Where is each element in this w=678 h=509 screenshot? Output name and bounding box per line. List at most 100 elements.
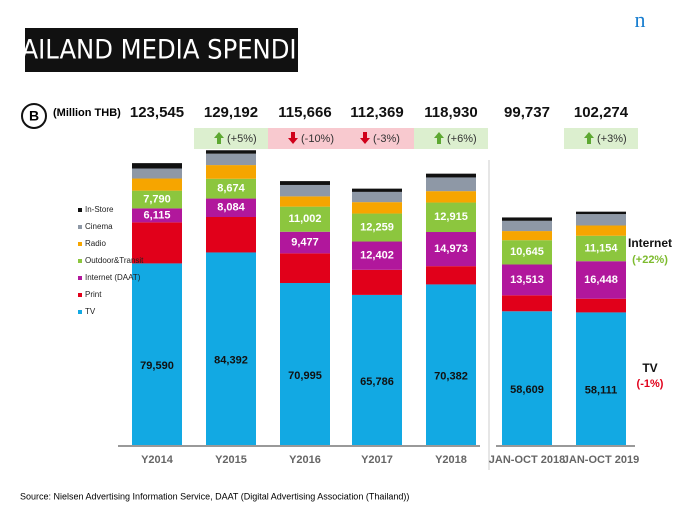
- chart-title: THAILAND MEDIA SPENDING: [0, 35, 334, 66]
- change-label: (-10%): [301, 133, 334, 145]
- total-label: 118,930: [424, 104, 477, 121]
- bar-segment: [132, 263, 182, 445]
- change-arrow: [214, 132, 224, 144]
- bar-segment: [280, 253, 330, 284]
- change-label: (+3%): [597, 133, 627, 145]
- bar-segment: [576, 312, 626, 445]
- bar-segment: [206, 150, 256, 154]
- value-label: 58,609: [510, 384, 544, 396]
- bar-segment: [280, 231, 330, 254]
- bar-segment: [502, 311, 552, 445]
- bar-segment: [280, 184, 330, 197]
- bar-segment: [576, 214, 626, 226]
- value-label: 11,154: [584, 242, 618, 254]
- legend-label: Internet (DAAT): [85, 273, 141, 282]
- x-tick-label: Y2016: [289, 454, 321, 466]
- bar-segment: [502, 295, 552, 312]
- bar-segment: [352, 188, 402, 192]
- x-tick-label: Y2015: [215, 454, 247, 466]
- change-arrow: [360, 132, 370, 144]
- legend-label: In-Store: [85, 205, 114, 214]
- total-label: 99,737: [504, 104, 550, 121]
- change-label: (+5%): [227, 133, 257, 145]
- change-badge: [340, 128, 414, 149]
- legend-swatch: [78, 310, 82, 314]
- value-label: 12,915: [434, 211, 468, 223]
- value-label: 8,674: [217, 183, 245, 195]
- source: Source: Nielsen Advertising Information …: [20, 491, 409, 501]
- value-label: 58,111: [585, 385, 617, 397]
- x-tick-label: JAN-OCT 2018: [489, 454, 565, 466]
- total-label: 115,666: [278, 104, 331, 121]
- value-label: 6,115: [144, 209, 171, 221]
- bar-segment: [426, 173, 476, 178]
- x-tick-label: JAN-OCT 2019: [563, 454, 639, 466]
- annotation: TV: [642, 361, 657, 375]
- legend-swatch: [78, 259, 82, 263]
- bar-segment: [426, 232, 476, 267]
- bar-segment: [280, 206, 330, 232]
- bar-segment: [132, 178, 182, 191]
- change-arrow: [584, 132, 594, 144]
- value-label: 13,513: [510, 274, 544, 286]
- change-arrow: [434, 132, 444, 144]
- total-label: 129,192: [204, 104, 258, 121]
- value-label: 7,790: [143, 193, 171, 205]
- total-label: 112,369: [350, 104, 403, 121]
- change-badge: [414, 128, 488, 149]
- legend-swatch: [78, 276, 82, 280]
- unit-label: (Million THB): [53, 107, 121, 119]
- bar-segment: [206, 217, 256, 253]
- bar-segment: [206, 165, 256, 179]
- value-label: 16,448: [584, 274, 618, 286]
- value-label: 84,392: [214, 355, 248, 367]
- legend-swatch: [78, 293, 82, 297]
- bar-segment: [280, 181, 330, 185]
- bar-segment: [576, 235, 626, 262]
- value-label: 14,973: [434, 243, 468, 255]
- value-label: 10,645: [510, 246, 544, 258]
- badge-circle: [21, 103, 47, 129]
- bar-segment: [576, 298, 626, 313]
- bar-segment: [426, 202, 476, 233]
- value-label: 79,590: [140, 360, 174, 372]
- value-label: 12,259: [360, 221, 394, 233]
- bar-segment: [352, 241, 402, 270]
- bar-segment: [576, 211, 626, 215]
- change-label: (-3%): [373, 133, 400, 145]
- legend-swatch: [78, 242, 82, 246]
- legend-swatch: [78, 225, 82, 229]
- bar-segment: [502, 231, 552, 241]
- value-label: 8,084: [217, 202, 245, 214]
- value-label: 12,402: [360, 250, 394, 262]
- value-label: 65,786: [360, 376, 394, 388]
- change-label: (+6%): [447, 133, 477, 145]
- bar-segment: [206, 198, 256, 218]
- change-badge: [194, 128, 268, 149]
- legend-label: TV: [85, 307, 96, 316]
- bar-segment: [206, 252, 256, 445]
- bar-segment: [206, 153, 256, 166]
- bar-segment: [502, 217, 552, 221]
- bar-segment: [426, 266, 476, 285]
- x-tick-label: Y2014: [141, 454, 174, 466]
- change-badge: [564, 128, 638, 149]
- bar-segment: [502, 220, 552, 232]
- bar-segment: [280, 196, 330, 207]
- bar-segment: [502, 240, 552, 265]
- legend-label: Cinema: [85, 222, 113, 231]
- total-label: 102,274: [574, 104, 629, 121]
- value-label: 70,995: [288, 370, 322, 382]
- change-arrow: [288, 132, 298, 144]
- bar-segment: [502, 264, 552, 296]
- title-bg: [25, 28, 298, 72]
- bar-segment: [206, 178, 256, 199]
- value-label: 70,382: [434, 371, 468, 383]
- bar-segment: [426, 284, 476, 445]
- legend-swatch: [78, 208, 82, 212]
- bar-segment: [132, 222, 182, 264]
- bar-segment: [352, 202, 402, 214]
- bar-segment: [132, 168, 182, 179]
- bar-segment: [352, 191, 402, 203]
